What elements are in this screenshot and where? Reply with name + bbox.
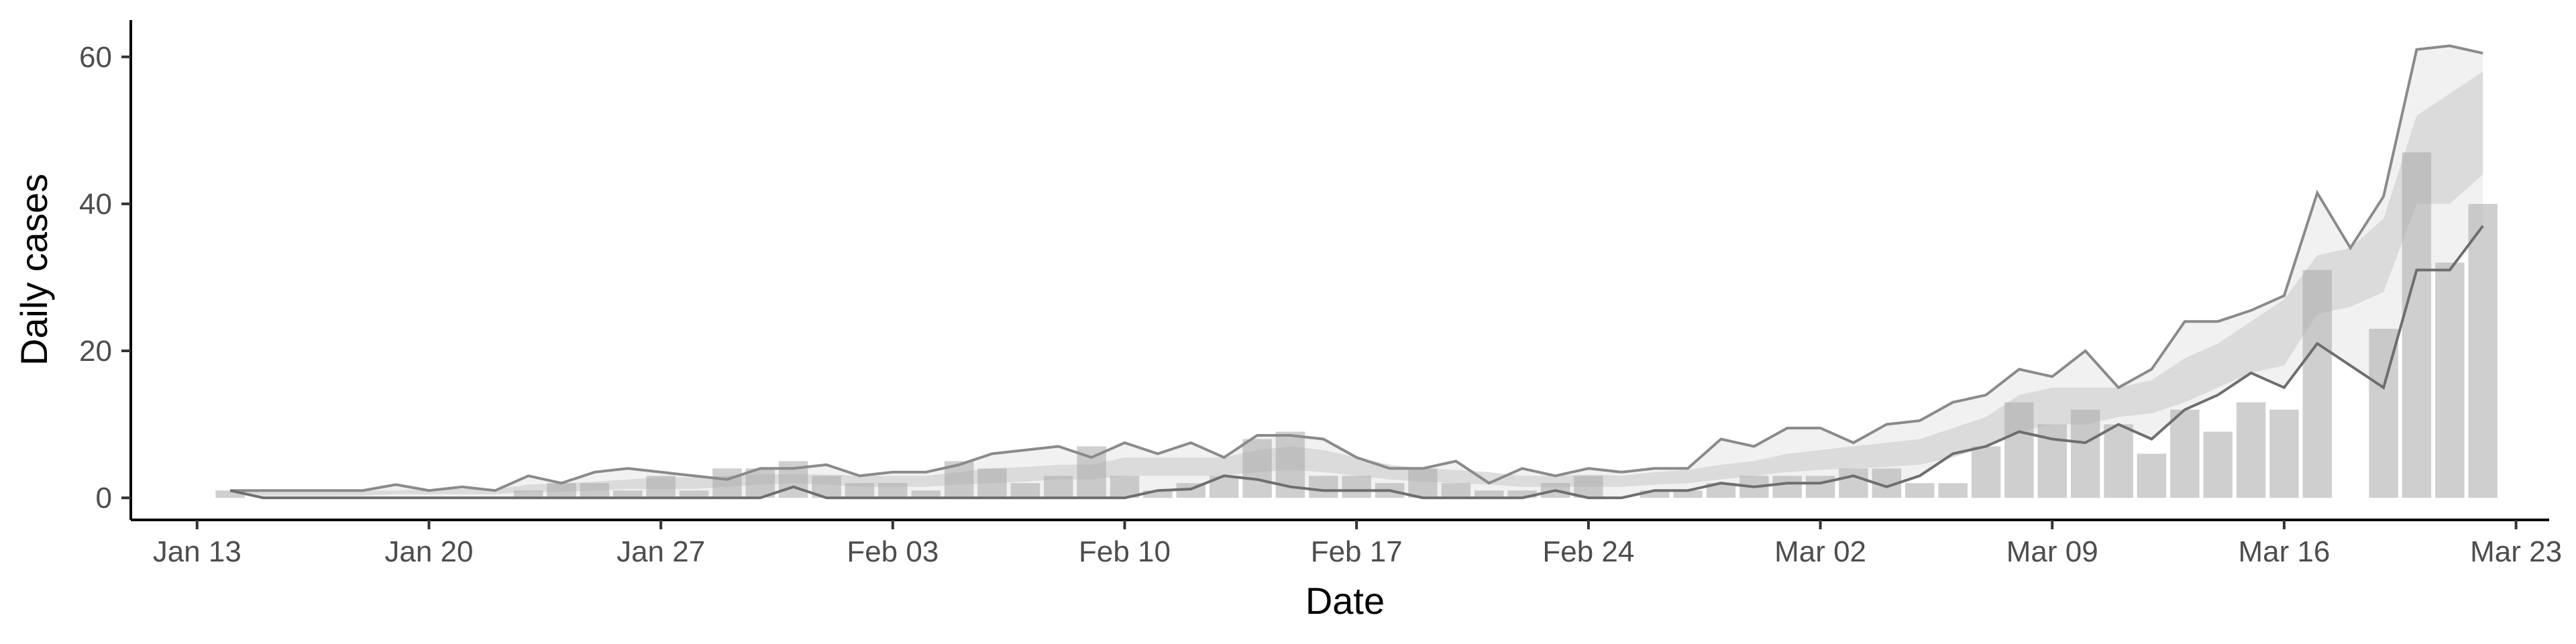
case-bar — [547, 483, 576, 498]
case-bar — [2435, 262, 2465, 498]
case-bar — [1574, 476, 1603, 498]
x-tick-label: Feb 24 — [1542, 535, 1634, 568]
y-tick-label: 20 — [79, 335, 112, 368]
case-bar — [1110, 476, 1140, 498]
x-tick-label: Feb 03 — [847, 535, 938, 568]
case-bar — [745, 468, 775, 498]
x-tick-label: Feb 10 — [1079, 535, 1171, 568]
case-bar — [1342, 476, 1371, 498]
daily-case-bars — [215, 152, 2498, 498]
y-axis-title: Daily cases — [13, 174, 55, 366]
axes — [129, 20, 2549, 521]
x-tick-label: Mar 02 — [1774, 535, 1866, 568]
case-bar — [1242, 439, 1272, 498]
case-bar — [679, 490, 709, 498]
x-tick-label: Feb 17 — [1311, 535, 1403, 568]
case-bar — [2104, 424, 2133, 498]
case-bar — [1474, 490, 1504, 498]
case-bar — [2236, 402, 2266, 498]
case-bar — [1044, 476, 1073, 498]
case-bar — [1938, 483, 1968, 498]
case-bar — [2203, 431, 2233, 498]
case-bar — [613, 490, 643, 498]
case-bar — [2468, 203, 2498, 498]
case-bar — [580, 483, 610, 498]
x-tick-label: Jan 20 — [384, 535, 473, 568]
upper-bound-line — [230, 44, 2483, 492]
case-bar — [1507, 490, 1537, 498]
case-bar — [1706, 483, 1736, 498]
case-bar — [1408, 468, 1438, 498]
x-tick-label: Mar 16 — [2238, 535, 2330, 568]
case-bar — [2170, 409, 2200, 498]
case-bar — [2137, 453, 2167, 498]
case-bar — [1905, 483, 1935, 498]
x-tick-label: Jan 13 — [153, 535, 241, 568]
case-bar — [2070, 409, 2100, 498]
case-bar — [1772, 476, 1802, 498]
x-ticks: Jan 13 Jan 20 Jan 27 Feb 03 Feb 10 Feb 17 Feb … — [153, 520, 2562, 568]
case-bar — [845, 483, 875, 498]
case-bar — [1971, 446, 2001, 498]
case-bar — [2037, 424, 2067, 498]
case-bar — [2269, 409, 2299, 498]
x-tick-label: Mar 09 — [2006, 535, 2098, 568]
y-ticks: 0 20 40 60 — [79, 41, 131, 515]
x-axis-title: Date — [1305, 580, 1385, 622]
case-bar — [1441, 483, 1471, 498]
case-bar — [712, 468, 742, 498]
y-tick-label: 40 — [79, 188, 112, 221]
x-tick-label: Mar 23 — [2470, 535, 2562, 568]
uncertainty-bands — [230, 46, 2483, 498]
y-tick-label: 60 — [79, 41, 112, 74]
case-bar — [1640, 490, 1670, 498]
case-bar — [2004, 402, 2034, 498]
case-bar — [646, 476, 676, 498]
case-bar — [977, 468, 1007, 498]
case-bar — [1143, 490, 1173, 498]
case-bar — [1673, 490, 1703, 498]
case-bar — [513, 490, 543, 498]
band-boundary-lines — [229, 44, 2484, 500]
x-tick-label: Jan 27 — [616, 535, 705, 568]
lower-bound-line — [229, 225, 2484, 500]
case-bar — [911, 490, 941, 498]
case-bar — [1309, 476, 1338, 498]
case-bar — [1010, 483, 1040, 498]
case-bar — [2302, 270, 2332, 498]
y-tick-label: 0 — [96, 482, 112, 515]
case-bar — [878, 483, 908, 498]
case-bar — [215, 490, 245, 498]
case-bar — [2402, 152, 2432, 498]
outer-uncertainty-band — [230, 46, 2483, 498]
case-bar — [1839, 468, 1868, 498]
case-bar — [1805, 476, 1835, 498]
